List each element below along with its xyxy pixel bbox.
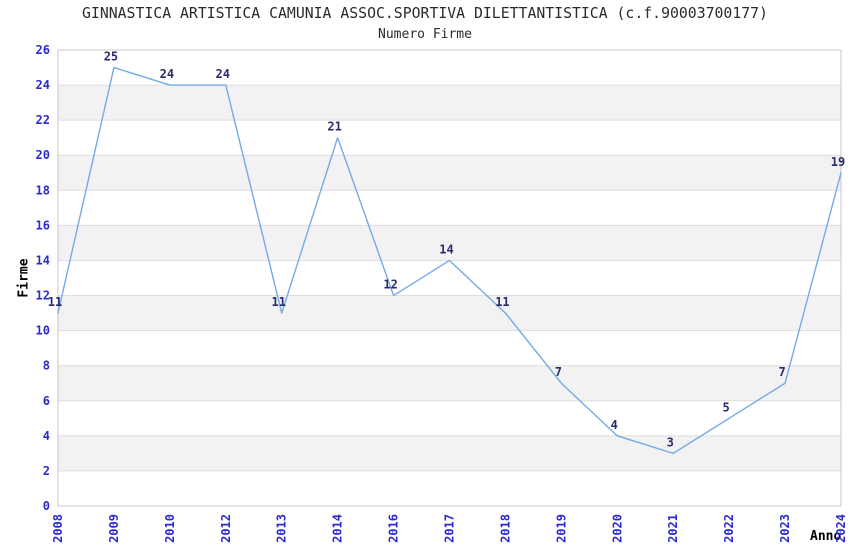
plot-band (58, 365, 841, 401)
x-tick-label: 2016 (387, 514, 401, 543)
x-tick-label: 2020 (610, 514, 624, 543)
y-tick-label: 2 (43, 464, 50, 478)
series-line-firme (57, 66, 842, 455)
x-tick-label: 2014 (331, 514, 345, 543)
plot-band (58, 155, 841, 191)
plot-band (58, 85, 841, 121)
data-point-label: 5 (723, 400, 730, 414)
y-tick-label: 18 (36, 183, 50, 197)
x-tick-label: 2022 (722, 514, 736, 543)
y-tick-label: 0 (43, 499, 50, 513)
y-tick-label: 6 (43, 394, 50, 408)
data-point-label: 14 (439, 242, 453, 256)
x-tick-label: 2008 (51, 514, 65, 543)
plot-border (57, 49, 842, 507)
data-point-label: 11 (495, 295, 509, 309)
y-tick-label: 8 (43, 359, 50, 373)
data-point-label: 19 (831, 155, 845, 169)
data-point-label: 4 (611, 418, 618, 432)
plot-band (58, 295, 841, 331)
x-tick-label: 2024 (834, 514, 848, 543)
x-tick-label: 2009 (107, 514, 121, 543)
chart-subtitle: Numero Firme (378, 27, 472, 42)
data-point-label: 11 (48, 295, 62, 309)
y-tick-label: 24 (36, 78, 50, 92)
x-axis-title: Anno (810, 529, 842, 544)
x-tick-label: 2019 (554, 514, 568, 543)
data-point-label: 11 (271, 295, 285, 309)
data-point-label: 24 (160, 67, 174, 81)
data-point-label: 7 (778, 365, 785, 379)
y-tick-label: 20 (36, 148, 50, 162)
y-tick-label: 4 (43, 429, 50, 443)
y-tick-label: 14 (36, 253, 50, 267)
x-tick-label: 2013 (275, 514, 289, 543)
data-point-label: 12 (383, 278, 397, 292)
x-tick-label: 2023 (778, 514, 792, 543)
y-tick-label: 22 (36, 113, 50, 127)
y-tick-label: 26 (36, 43, 50, 57)
data-point-label: 21 (327, 120, 341, 134)
x-tick-label: 2010 (163, 514, 177, 543)
chart-title: GINNASTICA ARTISTICA CAMUNIA ASSOC.SPORT… (82, 5, 768, 22)
x-tick-label: 2012 (219, 514, 233, 543)
plot-band (58, 225, 841, 261)
y-tick-label: 12 (36, 289, 50, 303)
data-point-label: 3 (667, 435, 674, 449)
plot-band (58, 435, 841, 471)
x-tick-label: 2018 (498, 514, 512, 543)
y-tick-label: 10 (36, 324, 50, 338)
x-tick-label: 2017 (443, 514, 457, 543)
y-tick-label: 16 (36, 218, 50, 232)
data-point-label: 7 (555, 365, 562, 379)
data-point-label: 25 (104, 50, 118, 64)
x-tick-label: 2021 (666, 514, 680, 543)
data-point-label: 24 (216, 67, 230, 81)
